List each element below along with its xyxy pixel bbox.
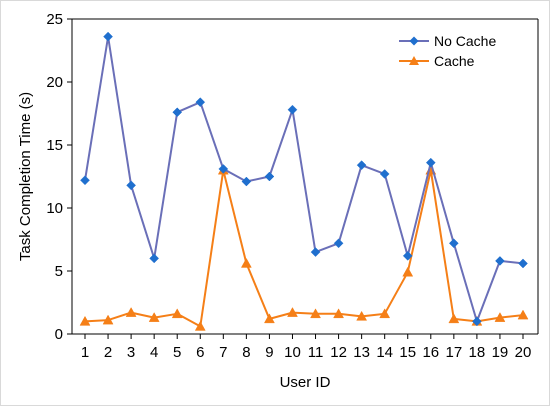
y-axis-title: Task Completion Time (s): [17, 92, 34, 261]
data-point-no-cache: [379, 169, 390, 179]
x-tick-label: 16: [422, 344, 439, 361]
y-tick-label: 15: [46, 137, 63, 154]
data-point-cache: [240, 257, 252, 268]
x-tick-label: 18: [469, 344, 486, 361]
legend-marker-no-cache: [409, 36, 419, 46]
data-point-cache: [333, 308, 345, 319]
x-ticks: 1 2 3 4 5 6 7 8 9 10 11 12 13 14 15 16 17 18 19 20: [81, 334, 532, 361]
series-no-cache: [80, 31, 528, 327]
legend: No Cache Cache: [399, 33, 496, 69]
legend-marker-cache: [409, 56, 419, 65]
x-tick-label: 19: [492, 344, 509, 361]
data-point-cache: [79, 315, 91, 326]
data-point-no-cache: [195, 97, 206, 108]
data-point-no-cache: [126, 180, 136, 191]
series-line-no-cache: [84, 35, 524, 323]
data-point-no-cache: [356, 160, 367, 171]
data-point-no-cache: [241, 176, 252, 187]
data-point-no-cache: [287, 104, 298, 115]
data-point-cache: [287, 307, 298, 317]
y-tick-label: 5: [55, 263, 63, 280]
data-point-no-cache: [103, 31, 113, 42]
data-point-no-cache: [149, 253, 160, 264]
x-tick-label: 4: [150, 344, 158, 361]
axes: [71, 18, 539, 335]
x-tick-label: 12: [330, 344, 347, 361]
series-cache: [79, 164, 529, 331]
data-point-cache: [263, 313, 275, 324]
x-tick-label: 20: [515, 344, 532, 361]
x-tick-label: 13: [353, 344, 370, 361]
data-point-cache: [517, 309, 529, 320]
data-point-no-cache: [518, 258, 528, 269]
series-line-cache: [84, 169, 524, 328]
y-ticks: 0 5 10 15 20 25: [46, 11, 72, 343]
data-point-cache: [494, 312, 506, 322]
legend-label-cache: Cache: [434, 53, 475, 69]
y-tick-label: 20: [46, 74, 63, 91]
data-point-cache: [194, 320, 206, 331]
data-point-no-cache: [80, 175, 90, 186]
data-point-no-cache: [448, 238, 459, 249]
x-tick-label: 3: [127, 344, 135, 361]
x-tick-label: 10: [284, 344, 301, 361]
data-point-no-cache: [495, 256, 505, 266]
data-point-no-cache: [333, 238, 344, 249]
x-tick-label: 15: [399, 344, 416, 361]
series-layer: [79, 31, 529, 331]
x-tick-label: 2: [104, 344, 112, 361]
x-tick-label: 11: [308, 344, 324, 361]
data-point-no-cache: [264, 171, 275, 182]
data-point-cache: [402, 266, 414, 277]
x-tick-label: 8: [242, 344, 250, 361]
y-tick-label: 10: [46, 200, 63, 217]
y-tick-label: 0: [55, 326, 63, 343]
x-tick-label: 17: [445, 344, 462, 361]
x-tick-label: 9: [265, 344, 273, 361]
x-tick-label: 6: [196, 344, 204, 361]
data-point-cache: [448, 313, 460, 324]
x-axis-title: User ID: [280, 374, 331, 391]
x-tick-label: 5: [173, 344, 181, 361]
data-point-no-cache: [402, 251, 413, 261]
data-point-no-cache: [425, 157, 436, 168]
x-tick-label: 14: [376, 344, 393, 361]
data-point-cache: [310, 308, 321, 319]
data-point-cache: [171, 308, 183, 319]
data-point-no-cache: [218, 164, 229, 174]
y-tick-label: 25: [46, 11, 63, 28]
data-point-no-cache: [310, 247, 321, 257]
legend-item-no-cache: No Cache: [399, 33, 496, 49]
data-point-cache: [125, 307, 137, 317]
legend-label-no-cache: No Cache: [434, 33, 496, 49]
x-tick-label: 7: [219, 344, 227, 361]
data-point-cache: [356, 310, 368, 321]
data-point-no-cache: [172, 107, 183, 118]
data-point-no-cache: [472, 316, 482, 327]
data-point-cache: [148, 312, 160, 322]
data-point-cache: [102, 314, 114, 325]
x-tick-label: 1: [81, 344, 89, 361]
legend-item-cache: Cache: [399, 53, 475, 69]
data-point-cache: [379, 308, 391, 319]
